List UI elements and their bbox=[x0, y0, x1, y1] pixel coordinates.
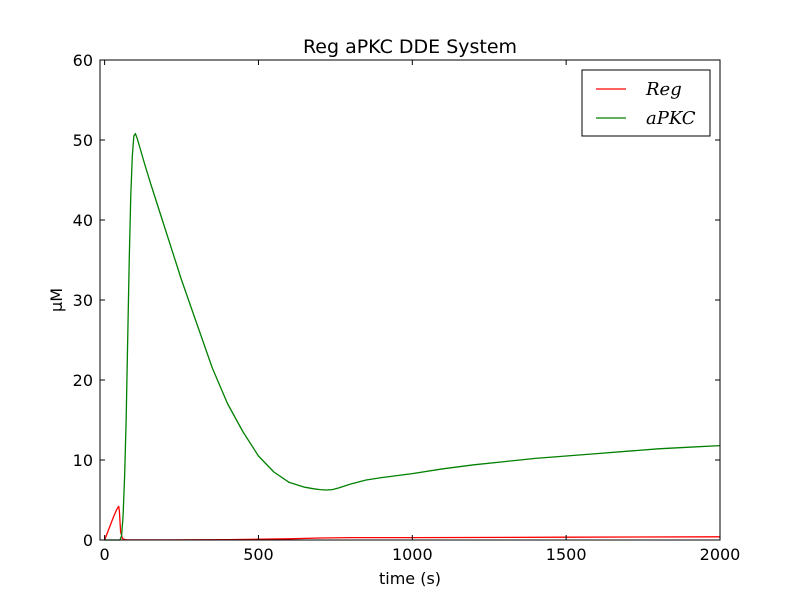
legend-label-apkc: aPKC bbox=[646, 108, 696, 129]
series-line-apkc bbox=[104, 132, 721, 541]
y-tick-label: 20 bbox=[73, 371, 93, 390]
chart-title: Reg aPKC DDE System bbox=[303, 36, 517, 58]
legend: Reg aPKC bbox=[581, 69, 711, 137]
plot-lines bbox=[104, 132, 721, 541]
y-axis: 0 10 20 30 40 50 60 bbox=[73, 51, 720, 550]
x-tick-label: 1000 bbox=[392, 545, 433, 564]
y-tick-label: 50 bbox=[73, 131, 93, 150]
x-tick-label: 500 bbox=[243, 545, 274, 564]
y-tick-label: 30 bbox=[73, 291, 93, 310]
x-axis: 0 500 1000 1500 2000 bbox=[100, 60, 741, 564]
x-tick-label: 2000 bbox=[700, 545, 741, 564]
y-tick-label: 10 bbox=[73, 451, 93, 470]
legend-box bbox=[581, 69, 711, 137]
y-tick-label: 0 bbox=[83, 531, 93, 550]
y-tick-label: 60 bbox=[73, 51, 93, 70]
legend-label-reg: Reg bbox=[645, 79, 682, 100]
x-tick-label: 1500 bbox=[546, 545, 587, 564]
y-tick-label: 40 bbox=[73, 211, 93, 230]
y-axis-title: μM bbox=[47, 288, 66, 312]
x-axis-title: time (s) bbox=[379, 569, 441, 588]
x-tick-label: 0 bbox=[100, 545, 110, 564]
series-line-reg bbox=[104, 505, 721, 541]
